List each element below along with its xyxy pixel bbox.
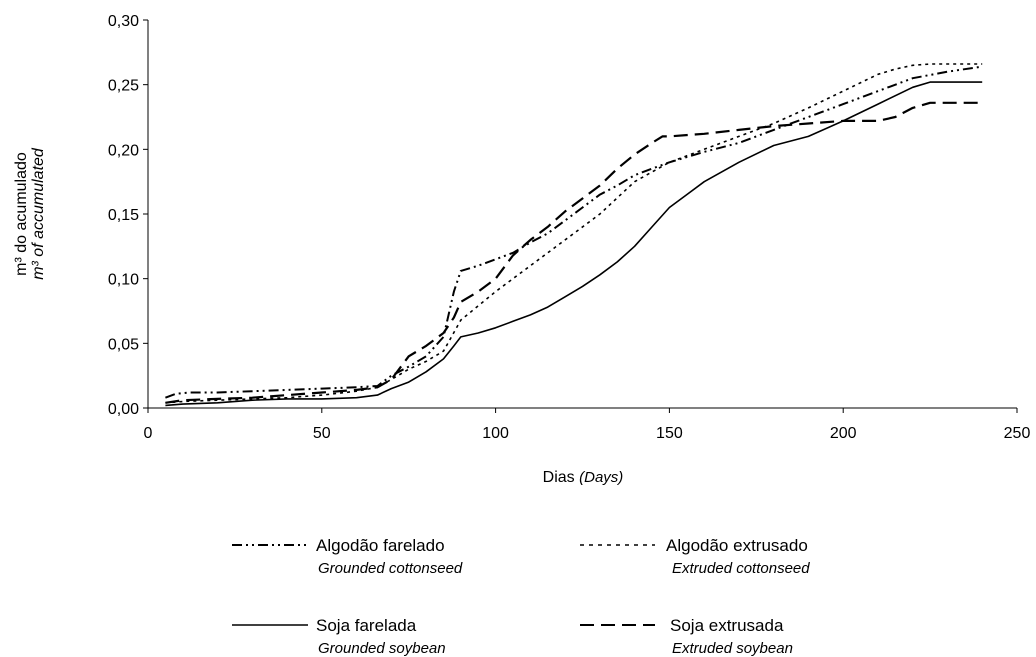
- x-tick-label: 250: [1004, 425, 1031, 442]
- y-ticks: 0,00 0,05 0,10 0,15 0,20 0,25 0,30: [108, 13, 148, 418]
- y-tick-label: 0,20: [108, 142, 139, 159]
- x-tick-label: 200: [830, 425, 857, 442]
- x-axis-title-en: (Days): [579, 469, 623, 486]
- legend-label-soja-farelada: Soja farelada: [316, 616, 417, 635]
- x-axis-title-pt: Dias: [543, 469, 575, 486]
- axes: [147, 20, 1017, 409]
- y-tick-label: 0,25: [108, 78, 139, 95]
- legend-label-soja-extrusada: Soja extrusada: [670, 616, 784, 635]
- y-tick-label: 0,30: [108, 13, 139, 30]
- x-tick-label: 150: [656, 425, 683, 442]
- legend-sublabel-algodao-extrusado: Extruded cottonseed: [672, 560, 810, 577]
- series-line-2: [165, 81, 983, 407]
- y-axis-title: m³ do acumulado: [13, 152, 30, 276]
- legend-item-algodao-extrusado: Algodão extrusado Extruded cottonseed: [580, 536, 810, 577]
- series-line-1: [165, 63, 983, 404]
- legend-item-soja-farelada: Soja farelada Grounded soybean: [232, 616, 446, 657]
- x-tick-label: 0: [144, 425, 153, 442]
- legend-item-soja-extrusada: Soja extrusada Extruded soybean: [580, 616, 793, 657]
- legend-sublabel-soja-extrusada: Extruded soybean: [672, 640, 793, 657]
- x-ticks: 0 50 100 150 200 250: [144, 408, 1031, 442]
- series-layer: [165, 63, 983, 407]
- legend-item-algodao-farelado: Algodão farelado Grounded cottonseed: [232, 536, 463, 577]
- x-tick-label: 50: [313, 425, 331, 442]
- legend-label-algodao-farelado: Algodão farelado: [316, 536, 445, 555]
- y-axis-title-en: m³ of accumulated: [30, 147, 47, 280]
- y-tick-label: 0,00: [108, 401, 139, 418]
- series-line-3: [165, 101, 983, 404]
- x-tick-label: 100: [482, 425, 509, 442]
- legend-label-algodao-extrusado: Algodão extrusado: [666, 536, 808, 555]
- y-tick-label: 0,05: [108, 336, 139, 353]
- x-axis-title: Dias (Days): [543, 469, 624, 486]
- legend-sublabel-soja-farelada: Grounded soybean: [318, 640, 446, 657]
- y-tick-label: 0,15: [108, 207, 139, 224]
- series-line-0: [165, 65, 983, 399]
- y-tick-label: 0,10: [108, 272, 139, 289]
- legend-sublabel-algodao-farelado: Grounded cottonseed: [318, 560, 463, 577]
- legend: Algodão farelado Grounded cottonseed Alg…: [232, 536, 810, 657]
